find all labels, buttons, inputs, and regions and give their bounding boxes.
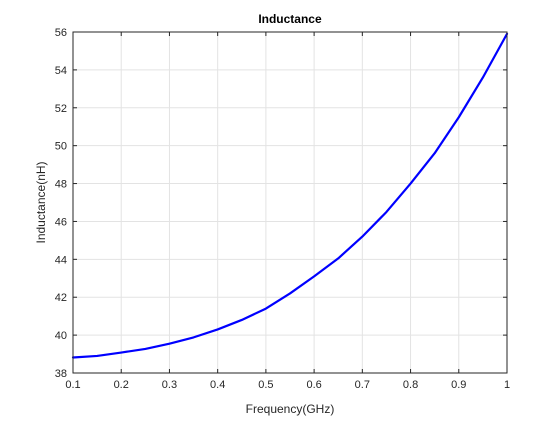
y-tick-label-1: 40	[55, 330, 67, 342]
x-tick-label-5: 0.6	[306, 379, 321, 391]
y-axis-label: Inductance(nH)	[34, 161, 48, 243]
x-tick-label-9: 1	[504, 379, 510, 391]
y-tick-label-0: 38	[55, 368, 67, 380]
plot-frame	[72, 31, 508, 374]
x-tick-label-8: 0.9	[451, 379, 466, 391]
axes	[72, 31, 508, 374]
x-tick-label-3: 0.4	[210, 379, 225, 391]
y-tick-label-6: 50	[55, 141, 67, 153]
y-tick-label-7: 52	[55, 103, 67, 115]
x-tick-label-7: 0.8	[403, 379, 418, 391]
series-layer	[71, 32, 509, 359]
y-tick-label-5: 48	[55, 179, 67, 191]
x-tick-label-0: 0.1	[65, 379, 80, 391]
y-tick-label-9: 56	[55, 27, 67, 39]
y-tick-label-3: 44	[55, 254, 67, 266]
x-tick-label-4: 0.5	[258, 379, 273, 391]
y-tick-label-4: 46	[55, 216, 67, 228]
x-tick-label-6: 0.7	[355, 379, 370, 391]
x-tick-label-1: 0.2	[114, 379, 129, 391]
y-tick-label-2: 42	[55, 292, 67, 304]
y-tick-label-8: 54	[55, 65, 67, 77]
x-axis-label: Frequency(GHz)	[246, 402, 335, 416]
series-line-0	[71, 32, 509, 359]
x-tick-label-2: 0.3	[162, 379, 177, 391]
ticks: 0.1 0.2 0.3 0.4 0.5 0.6 0.7 0.8 0.9 1 38 40 42 44 46 48…	[55, 27, 510, 391]
chart-title: Inductance	[258, 12, 322, 26]
plot-background	[73, 32, 507, 373]
